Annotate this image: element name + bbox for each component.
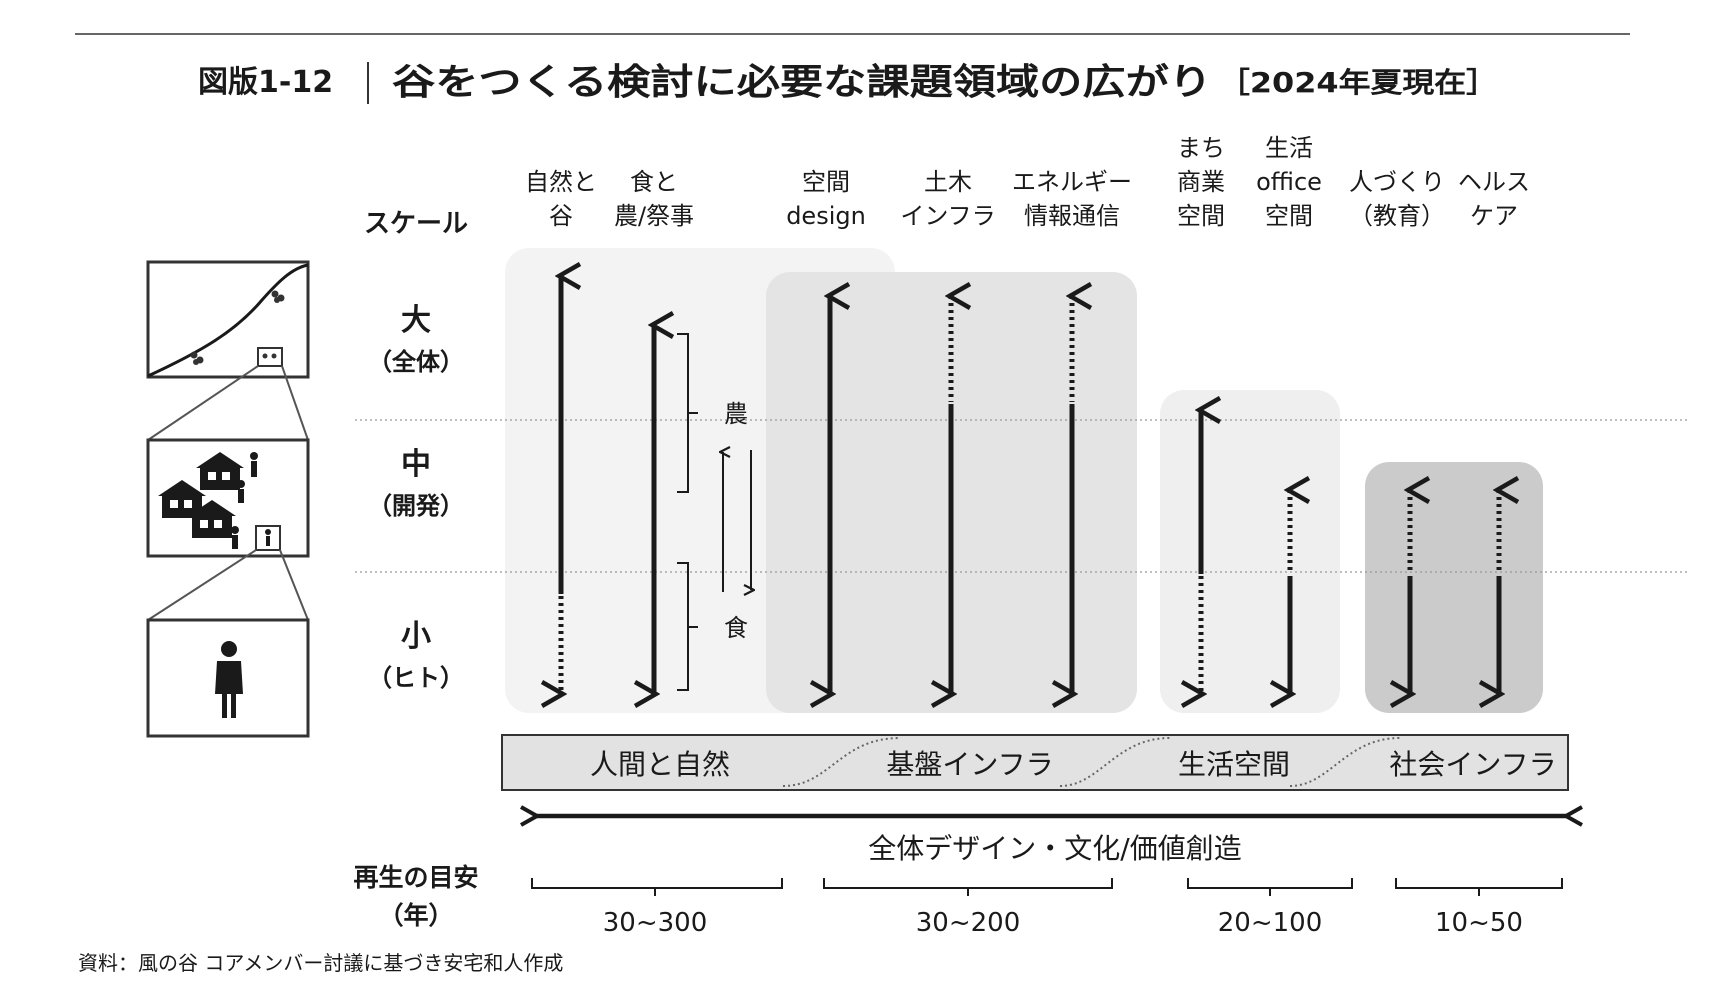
scale-large-label: 大 [401, 303, 431, 338]
regeneration-bracket [531, 878, 783, 896]
domain-separator [1059, 737, 1171, 787]
zoom-line [147, 549, 257, 621]
village-illustration [146, 438, 310, 558]
column-header-line: 商業 [1177, 168, 1225, 196]
column-header-education: 人づくり （教育） [1349, 168, 1445, 230]
regeneration-bracket [1395, 878, 1563, 896]
column-header-civil-infra: 土木 インフラ [900, 168, 995, 230]
regeneration-label: 再生の目安 [353, 863, 478, 892]
column-header-line: 空間 [802, 168, 850, 196]
column-header-line: 食と [630, 168, 678, 196]
domain-band [501, 734, 1569, 791]
house-icon [196, 452, 244, 490]
column-header-line: office [1256, 168, 1322, 196]
landscape-illustration [146, 260, 310, 379]
column-header-line: 情報通信 [1024, 202, 1120, 230]
domain-social-infra: 社会インフラ [1389, 748, 1556, 781]
column-header-line: まち [1177, 134, 1225, 162]
column-header-nature-valley: 自然と 谷 [525, 168, 597, 230]
cycle-label-agri: 農 [724, 400, 748, 428]
overall-label: 全体デザイン・文化/価値創造 [868, 832, 1241, 865]
regeneration-bracket [823, 878, 1113, 896]
regeneration-unit: （年） [378, 901, 453, 930]
figure-title: 谷をつくる検討に必要な課題領域の広がり [392, 61, 1212, 103]
scale-mid-sub: （開発） [368, 492, 464, 520]
column-header-food-agri: 食と 農/祭事 [614, 168, 694, 230]
column-header-line: 土木 [924, 168, 972, 196]
regeneration-range: 10~50 [1435, 908, 1523, 938]
domain-base-infra: 基盤インフラ [886, 748, 1053, 781]
domain-human-nature: 人間と自然 [590, 748, 730, 781]
bracket-agri [677, 333, 698, 493]
column-header-living-office: 生活 office 空間 [1256, 134, 1322, 230]
figure-number: 図版1-12 [198, 65, 333, 100]
column-header-line: 自然と [525, 168, 597, 196]
panel-social-infra [1365, 462, 1543, 713]
column-header-line: （教育） [1349, 202, 1445, 230]
column-header-line: ケア [1470, 202, 1518, 230]
zoom-line [281, 365, 309, 441]
zoom-line [279, 549, 309, 621]
scale-mid-label: 中 [401, 447, 431, 482]
source-note: 資料：風の谷 コアメンバー討議に基づき安宅和人作成 [78, 951, 563, 975]
column-header-line: 農/祭事 [614, 202, 694, 230]
figure-date-note: ［2024年夏現在］ [1218, 66, 1498, 99]
person-illustration [146, 618, 310, 738]
scale-large-sub: （全体） [368, 348, 464, 376]
panel-living-space [1160, 390, 1340, 713]
domain-living-space: 生活空間 [1178, 748, 1290, 781]
column-header-line: 空間 [1177, 202, 1225, 230]
scale-small-label: 小 [401, 619, 431, 654]
person-icon [231, 452, 258, 549]
column-header-line: 空間 [1265, 202, 1313, 230]
column-header-line: インフラ [900, 202, 995, 230]
column-header-line: 生活 [1265, 134, 1313, 162]
scale-small-sub: （ヒト） [368, 664, 464, 692]
column-header-town-commerce: まち 商業 空間 [1177, 134, 1225, 230]
regeneration-range: 30~300 [603, 908, 708, 938]
regeneration-bracket [1187, 878, 1353, 896]
column-header-line: 人づくり [1349, 168, 1445, 196]
regeneration-range: 30~200 [916, 908, 1021, 938]
house-icon [158, 480, 206, 518]
column-header-line: エネルギー [1012, 168, 1132, 196]
column-header-line: 谷 [549, 202, 573, 230]
column-header-line: ヘルス [1458, 168, 1530, 196]
column-header-healthcare: ヘルス ケア [1458, 168, 1530, 230]
person-icon [215, 641, 243, 718]
house-icon [188, 500, 236, 538]
column-header-line: design [786, 202, 866, 230]
column-header-space-design: 空間 design [786, 168, 866, 230]
domain-separator [782, 737, 901, 787]
regeneration-range: 20~100 [1218, 908, 1323, 938]
cycle-label-food: 食 [724, 614, 748, 642]
scale-header: スケール [364, 209, 468, 239]
domain-separator [1289, 737, 1401, 787]
column-header-energy-ict: エネルギー 情報通信 [1012, 168, 1132, 230]
bracket-food [677, 562, 698, 691]
zoom-line [147, 365, 259, 441]
